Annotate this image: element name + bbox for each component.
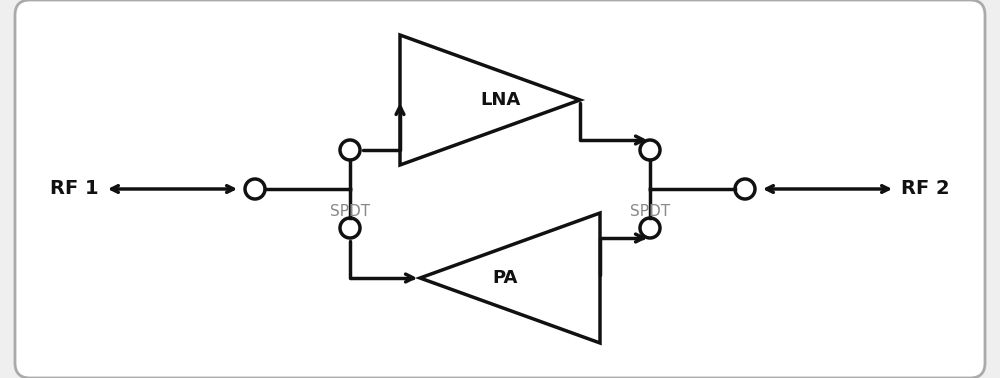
Text: RF 1: RF 1: [50, 180, 99, 198]
Text: LNA: LNA: [480, 91, 520, 109]
Text: RF 2: RF 2: [901, 180, 950, 198]
Text: PA: PA: [492, 269, 518, 287]
Text: SPDT: SPDT: [630, 204, 670, 219]
FancyBboxPatch shape: [15, 0, 985, 378]
Text: SPDT: SPDT: [330, 204, 370, 219]
